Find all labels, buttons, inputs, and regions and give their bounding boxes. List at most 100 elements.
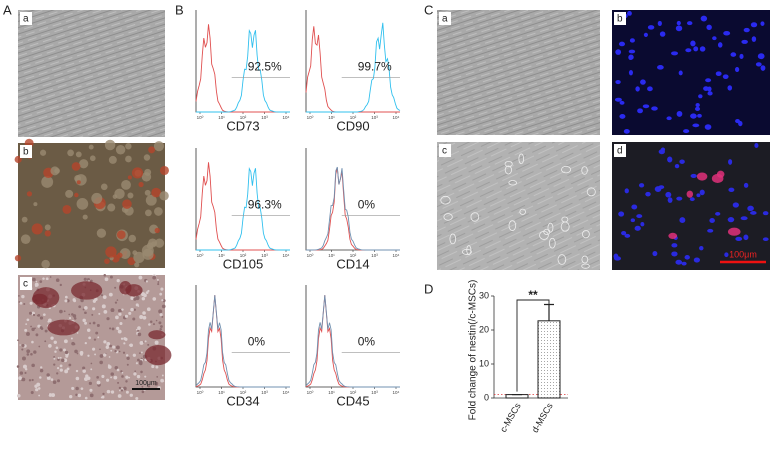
cell (145, 194, 157, 206)
sample-curve (196, 167, 290, 251)
cell (76, 198, 89, 210)
grain (28, 311, 33, 315)
grain (113, 375, 118, 380)
grain (82, 318, 86, 323)
y-axis-label: Fold change of nestin(/c-MSCs) (468, 280, 479, 421)
marker-label: CD90 (336, 118, 369, 133)
nucleus (621, 230, 627, 236)
nucleus (615, 79, 621, 85)
nucleus (657, 65, 664, 70)
grain (147, 385, 151, 388)
annotation: ** (528, 288, 538, 302)
grain (158, 309, 163, 314)
micrograph (437, 10, 600, 135)
cell (581, 263, 590, 269)
histogram: 10⁰ 10¹ 10² 10³ 10⁴ 0% CD45 (305, 285, 400, 408)
marker-label: CD34 (226, 393, 259, 408)
grain (154, 340, 159, 345)
grain (35, 280, 38, 283)
grain (48, 344, 52, 348)
grain (24, 328, 28, 332)
tick-label: 10⁴ (393, 253, 400, 258)
grain (59, 356, 62, 359)
cell (50, 166, 60, 176)
tick-label: 10² (240, 253, 247, 258)
grain (77, 393, 82, 398)
grain (155, 365, 159, 369)
grain (141, 297, 146, 301)
grain (34, 327, 36, 330)
grain (32, 313, 36, 317)
grain (160, 325, 163, 328)
nucleus (722, 74, 729, 80)
tick-label: 10³ (261, 115, 268, 120)
cell (119, 248, 131, 259)
nucleus (707, 91, 713, 96)
grain (54, 350, 57, 353)
cell (504, 165, 512, 175)
grain (56, 372, 59, 375)
grain (145, 291, 149, 295)
grain (32, 277, 36, 282)
grain (94, 297, 98, 302)
grain (19, 344, 21, 346)
nucleus (619, 114, 626, 119)
nucleus (628, 54, 634, 60)
grain (121, 375, 124, 378)
grain (35, 333, 39, 337)
cell (117, 252, 123, 258)
nucleus (698, 94, 703, 99)
grain (19, 371, 24, 375)
grain (125, 390, 129, 394)
grain (117, 381, 120, 384)
grain (68, 363, 72, 367)
deposit (144, 345, 172, 366)
cell (114, 188, 125, 200)
grain (59, 364, 63, 368)
grain (109, 275, 113, 279)
grain (46, 278, 49, 281)
grain (88, 336, 92, 340)
grain (114, 349, 117, 353)
tick-label: 10¹ (328, 115, 335, 120)
nucleus (700, 15, 708, 22)
nucleus (762, 237, 769, 242)
grain (16, 365, 20, 368)
cell (44, 230, 51, 237)
grain (146, 307, 151, 312)
y-tick-label: 30 (479, 290, 489, 300)
nucleus (681, 261, 687, 266)
control-curve (306, 167, 400, 251)
grain (63, 310, 66, 313)
nucleus (757, 53, 765, 60)
grain (78, 305, 82, 309)
cell (65, 189, 74, 198)
tick-label: 10⁰ (197, 115, 204, 120)
stain (686, 190, 694, 198)
grain (133, 308, 137, 311)
cell (154, 207, 163, 216)
nucleus (667, 156, 673, 163)
axis (195, 285, 290, 388)
histogram: 10⁰ 10¹ 10² 10³ 10⁴ 96.3% CD105 (195, 148, 290, 271)
cell (581, 230, 590, 239)
cell (89, 155, 96, 162)
grain (69, 394, 73, 399)
nucleus (693, 46, 699, 52)
tick-label: 10¹ (328, 390, 335, 395)
grain (92, 307, 96, 311)
tick-label: 10¹ (218, 115, 225, 120)
cell (561, 165, 572, 174)
sub-label: d (617, 146, 623, 157)
grain (56, 366, 60, 370)
nucleus (706, 24, 712, 31)
nucleus (754, 142, 759, 148)
grain (107, 364, 110, 367)
nucleus (705, 78, 712, 83)
grain (95, 331, 99, 335)
nucleus (630, 218, 636, 223)
grain (110, 308, 115, 313)
nucleus (762, 211, 769, 216)
micrograph (18, 10, 165, 137)
